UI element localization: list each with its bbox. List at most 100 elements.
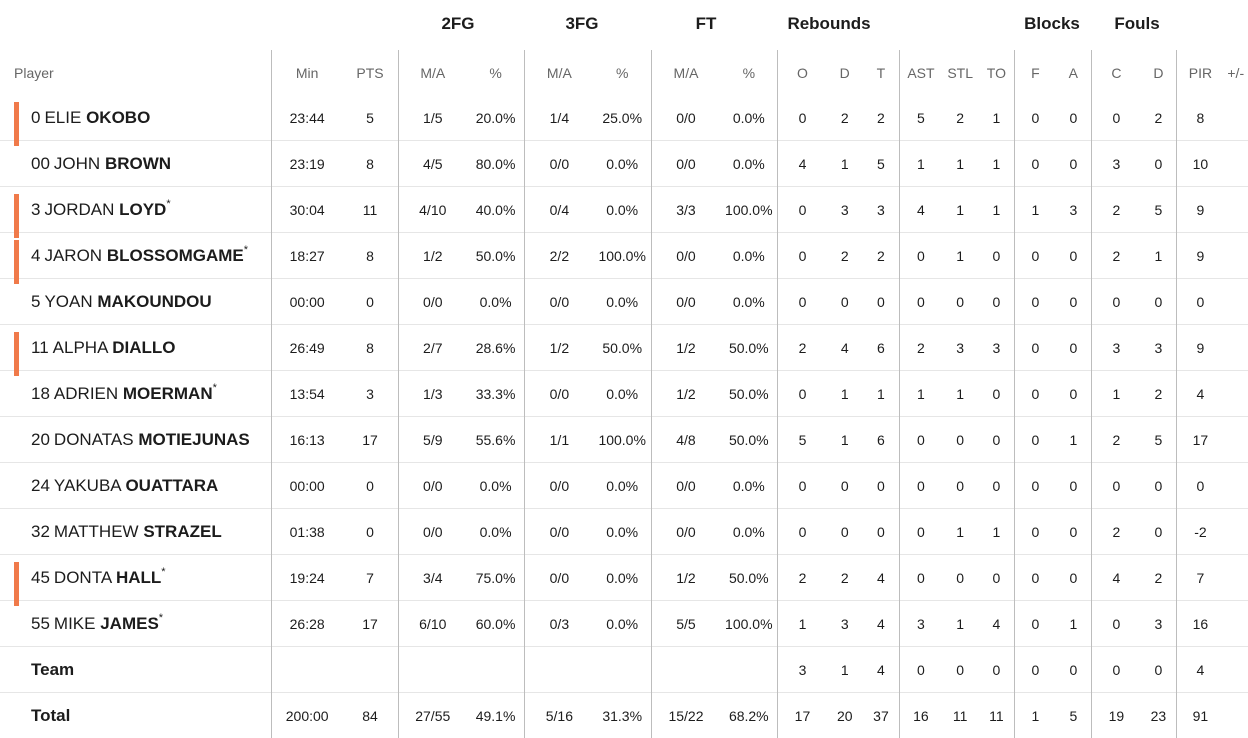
player-marker: * [213, 382, 217, 394]
cell-pir: 17 [1177, 417, 1224, 463]
cell-min: 23:19 [271, 141, 342, 187]
cell-blk-f: 0 [1015, 371, 1056, 417]
col-2fg-ma[interactable]: M/A [398, 50, 467, 95]
cell-3fg-ma: 0/0 [525, 509, 594, 555]
cell-blk-f: 0 [1015, 463, 1056, 509]
col-reb-o[interactable]: O [778, 50, 827, 95]
cell-plus-minus [1223, 187, 1248, 233]
cell-pts: 0 [342, 279, 398, 325]
cell-2fg-pct: 20.0% [467, 95, 525, 141]
cell-reb-o: 0 [778, 279, 827, 325]
starter-indicator [14, 102, 19, 146]
cell-3fg-pct: 0.0% [594, 371, 652, 417]
cell-2fg-pct: 0.0% [467, 279, 525, 325]
col-blk-f[interactable]: F [1015, 50, 1056, 95]
cell-reb-o: 2 [778, 555, 827, 601]
cell-2fg-ma: 0/0 [398, 509, 467, 555]
cell-blk-f: 0 [1015, 555, 1056, 601]
cell-ft-ma: 15/22 [651, 693, 720, 738]
column-header-row: Player Min PTS M/A % M/A % M/A % O D T A… [0, 50, 1248, 95]
cell-ast: 1 [899, 371, 942, 417]
col-min[interactable]: Min [271, 50, 342, 95]
col-blk-a[interactable]: A [1055, 50, 1091, 95]
cell-foul-d: 0 [1140, 463, 1176, 509]
cell-plus-minus [1223, 555, 1248, 601]
cell-2fg-ma: 4/10 [398, 187, 467, 233]
cell-plus-minus [1223, 371, 1248, 417]
cell-reb-o: 0 [778, 463, 827, 509]
cell-pts: 0 [342, 509, 398, 555]
player-number: 20 [31, 430, 50, 450]
starter-indicator [14, 332, 19, 376]
cell-ast: 0 [899, 233, 942, 279]
col-reb-t[interactable]: T [863, 50, 899, 95]
col-foul-d[interactable]: D [1140, 50, 1176, 95]
cell-reb-t: 1 [863, 371, 899, 417]
cell-pts: 7 [342, 555, 398, 601]
cell-blk-a: 1 [1055, 417, 1091, 463]
player-number: 0 [31, 108, 40, 128]
cell-2fg-ma: 27/55 [398, 693, 467, 738]
cell-pts: 5 [342, 95, 398, 141]
player-last-name: OKOBO [86, 108, 150, 127]
cell-plus-minus [1223, 601, 1248, 647]
col-3fg-pct[interactable]: % [594, 50, 652, 95]
cell-stl: 3 [942, 325, 978, 371]
cell-stl: 2 [942, 95, 978, 141]
player-last-name: JAMES [100, 614, 159, 633]
cell-to: 3 [978, 325, 1014, 371]
col-pir[interactable]: PIR [1177, 50, 1224, 95]
col-player[interactable]: Player [0, 50, 271, 95]
col-3fg-ma[interactable]: M/A [525, 50, 594, 95]
cell-ft-ma: 1/2 [651, 325, 720, 371]
col-ast[interactable]: AST [899, 50, 942, 95]
cell-foul-d: 23 [1140, 693, 1176, 738]
cell-pir: 9 [1177, 325, 1224, 371]
cell-reb-o: 5 [778, 417, 827, 463]
cell-ft-pct: 50.0% [720, 371, 778, 417]
cell-ft-ma: 5/5 [651, 601, 720, 647]
col-2fg-pct[interactable]: % [467, 50, 525, 95]
cell-3fg-pct: 100.0% [594, 233, 652, 279]
cell-3fg-pct: 0.0% [594, 509, 652, 555]
col-foul-c[interactable]: C [1092, 50, 1141, 95]
cell-blk-f: 0 [1015, 417, 1056, 463]
cell-plus-minus [1223, 141, 1248, 187]
cell-ft-ma: 4/8 [651, 417, 720, 463]
col-ft-pct[interactable]: % [720, 50, 778, 95]
player-last-name: MAKOUNDOU [97, 292, 211, 311]
col-ft-ma[interactable]: M/A [651, 50, 720, 95]
col-to[interactable]: TO [978, 50, 1014, 95]
team-label-text: Team [31, 660, 74, 679]
col-reb-d[interactable]: D [827, 50, 863, 95]
cell-3fg-ma: 2/2 [525, 233, 594, 279]
col-plus-minus[interactable]: +/- [1223, 50, 1248, 95]
cell-3fg-ma: 5/16 [525, 693, 594, 738]
cell-foul-d: 2 [1140, 371, 1176, 417]
cell-reb-t: 0 [863, 463, 899, 509]
cell-2fg-pct [467, 647, 525, 693]
cell-ft-pct: 0.0% [720, 279, 778, 325]
col-stl[interactable]: STL [942, 50, 978, 95]
cell-ft-ma: 1/2 [651, 555, 720, 601]
cell-reb-d: 2 [827, 95, 863, 141]
cell-ast: 0 [899, 279, 942, 325]
player-marker: * [161, 566, 165, 578]
col-pts[interactable]: PTS [342, 50, 398, 95]
cell-2fg-pct: 28.6% [467, 325, 525, 371]
